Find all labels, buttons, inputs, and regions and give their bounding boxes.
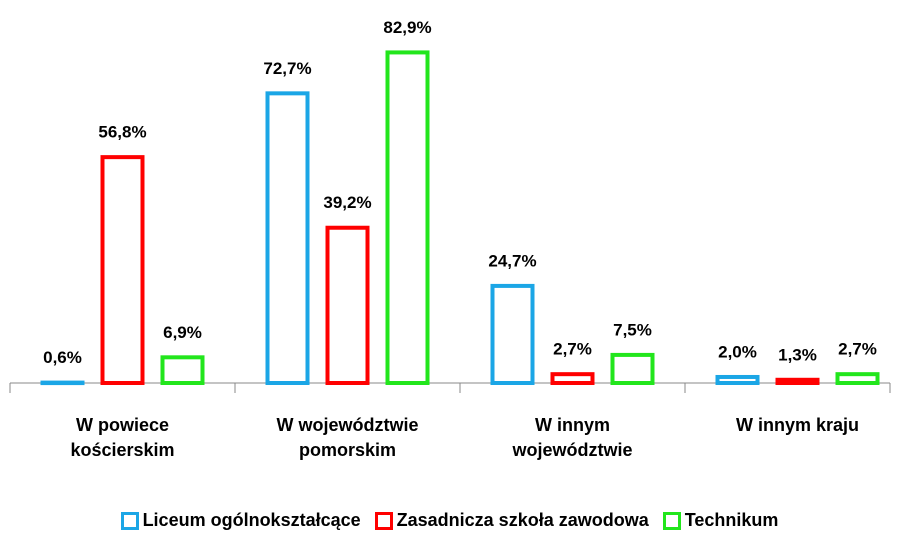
bar bbox=[40, 380, 85, 386]
data-label: 2,7% bbox=[838, 340, 877, 359]
bar bbox=[775, 377, 820, 385]
bar bbox=[550, 372, 595, 386]
bar bbox=[715, 374, 760, 386]
bar bbox=[610, 352, 655, 386]
bar bbox=[265, 91, 310, 386]
legend-label: Liceum ogólnokształcące bbox=[142, 510, 361, 530]
data-label: 82,9% bbox=[383, 18, 431, 37]
legend-swatch bbox=[374, 511, 393, 530]
legend-item: Liceum ogólnokształcące bbox=[120, 510, 361, 531]
legend-label: Zasadnicza szkoła zawodowa bbox=[396, 510, 649, 530]
bar bbox=[835, 372, 880, 386]
data-label: 72,7% bbox=[263, 59, 311, 78]
x-tick-label: W innym województwie bbox=[512, 415, 633, 460]
data-label: 24,7% bbox=[488, 251, 536, 270]
legend-item: Zasadnicza szkoła zawodowa bbox=[374, 510, 649, 531]
bar bbox=[100, 155, 145, 385]
data-label: 2,0% bbox=[718, 342, 757, 361]
x-tick-label: W województwie pomorskim bbox=[276, 415, 419, 460]
bar bbox=[325, 225, 370, 385]
data-label: 56,8% bbox=[98, 123, 146, 142]
legend: Liceum ogólnokształcące Zasadnicza szkoła… bbox=[0, 510, 899, 531]
legend-item: Technikum bbox=[662, 510, 779, 531]
bar bbox=[490, 283, 535, 386]
data-label: 7,5% bbox=[613, 320, 652, 339]
data-label: 1,3% bbox=[778, 345, 817, 364]
x-tick-label: W innym kraju bbox=[735, 415, 860, 435]
bar bbox=[385, 50, 430, 385]
legend-label: Technikum bbox=[684, 510, 779, 530]
data-label: 39,2% bbox=[323, 193, 371, 212]
legend-swatch bbox=[120, 511, 139, 530]
bar bbox=[160, 355, 205, 385]
data-label: 6,9% bbox=[163, 323, 202, 342]
x-tick-label: W powiece kościerskim bbox=[70, 415, 175, 460]
data-label: 2,7% bbox=[553, 340, 592, 359]
data-label: 0,6% bbox=[43, 348, 82, 367]
legend-swatch bbox=[662, 511, 681, 530]
